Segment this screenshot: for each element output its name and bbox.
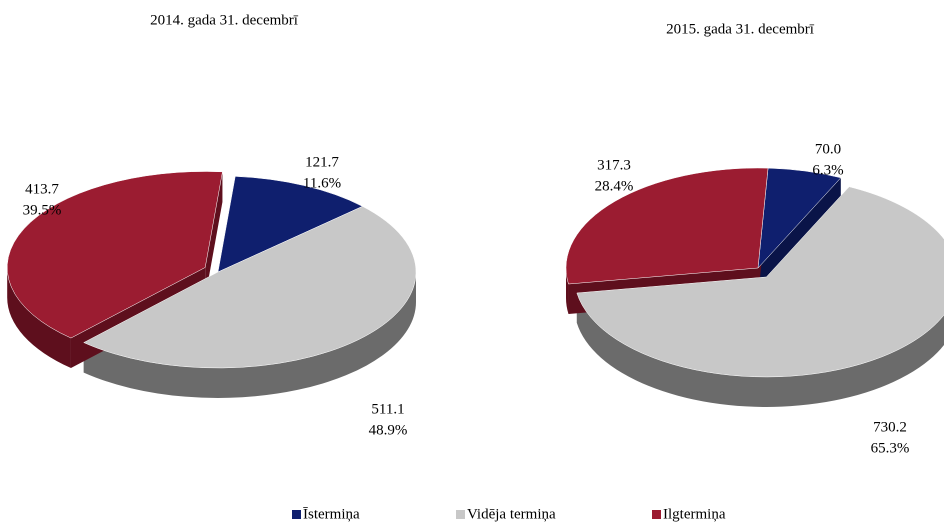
slice: [83, 206, 417, 369]
data-label: 413.7: [25, 181, 59, 197]
slice-side: [205, 171, 223, 298]
slice-side: [566, 268, 569, 315]
slice: [6, 171, 223, 339]
data-label: 11.6%: [303, 175, 341, 191]
data-label: 39.5%: [23, 202, 62, 218]
slice-side: [83, 272, 416, 398]
data-label: 6.3%: [812, 162, 843, 178]
data-label: 70.0: [815, 141, 841, 157]
legend-label: Īstermiņa: [303, 506, 360, 522]
legend-swatch: [292, 510, 301, 519]
slice-side: [7, 267, 71, 369]
chart-title: 2015. gada 31. decembrī: [666, 21, 815, 37]
slice: [217, 176, 364, 273]
legend-swatch: [652, 510, 661, 519]
data-label: 48.9%: [369, 422, 408, 438]
data-label: 511.1: [371, 401, 404, 417]
legend-swatch: [456, 510, 465, 519]
legend-label: Vidēja termiņa: [467, 506, 556, 522]
slice: [565, 167, 769, 285]
data-label: 730.2: [873, 419, 907, 435]
slice: [576, 186, 944, 378]
data-label: 65.3%: [871, 440, 910, 456]
data-label: 317.3: [597, 157, 631, 173]
chart-title: 2014. gada 31. decembrī: [150, 12, 299, 28]
data-label: 121.7: [305, 154, 339, 170]
legend-label: Ilgtermiņa: [663, 506, 726, 522]
slice-side: [576, 292, 944, 407]
data-label: 28.4%: [595, 178, 634, 194]
